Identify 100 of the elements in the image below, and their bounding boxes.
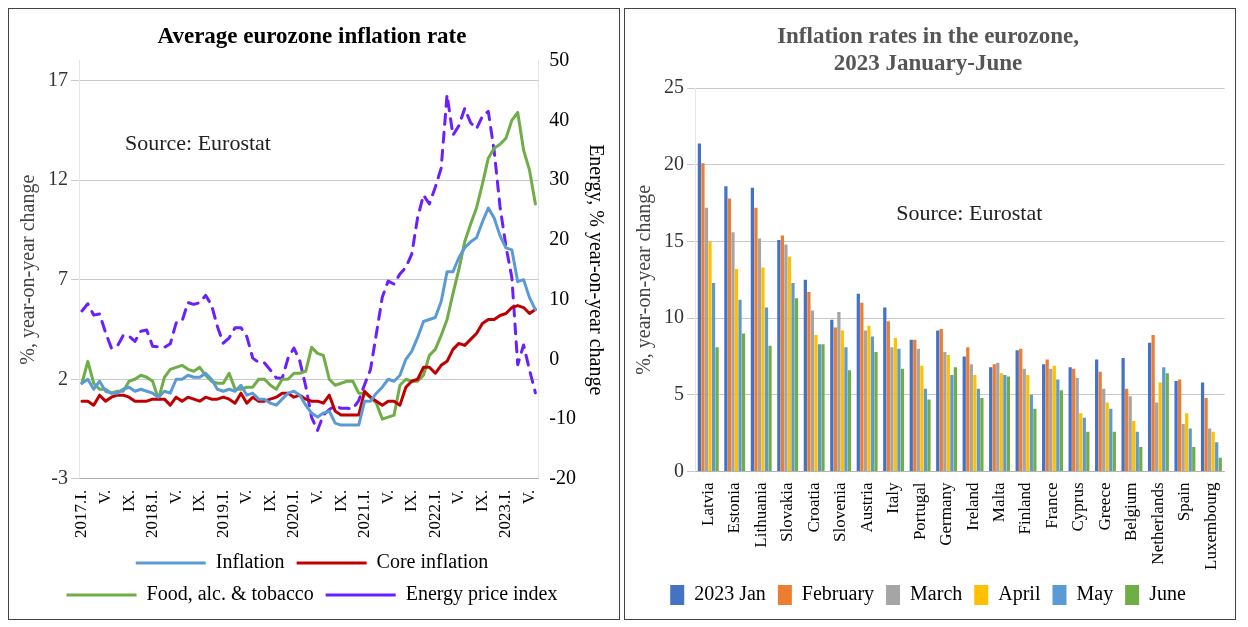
bar <box>810 310 815 471</box>
bar <box>1188 428 1192 471</box>
x-tick-label: Lithuania <box>750 482 770 548</box>
x-tick-label: Croatia <box>803 482 823 533</box>
bar <box>1178 379 1182 471</box>
annotation: Source: Eurostat <box>124 130 271 156</box>
x-tick-label: V. <box>518 489 538 505</box>
x-tick-label: IX. <box>259 489 279 513</box>
y2-tick-label: 50 <box>549 47 570 70</box>
annotation: Source: Eurostat <box>896 200 1043 226</box>
chart-title: Inflation rates in the eurozone, 2023 January-June <box>777 22 1079 76</box>
bar <box>1218 457 1222 471</box>
y2-tick-label: -10 <box>549 406 577 429</box>
x-tick-label: Malta <box>989 482 1009 523</box>
bar <box>953 367 958 471</box>
bar <box>837 312 841 471</box>
bar <box>807 292 811 471</box>
bar <box>976 388 980 471</box>
bar <box>900 368 905 471</box>
x-tick-label: IX. <box>471 489 491 513</box>
bar <box>1079 413 1083 471</box>
bar <box>768 345 772 471</box>
bar <box>1059 390 1063 471</box>
bar <box>1151 335 1155 471</box>
y-axis-title: %, year-on-year change <box>16 174 40 365</box>
bar <box>727 198 732 471</box>
legend-label: Core inflation <box>376 550 489 573</box>
bar <box>1165 373 1169 471</box>
bar <box>844 347 848 471</box>
y-tick-label: 15 <box>664 228 684 251</box>
bar <box>980 397 984 471</box>
bar <box>1033 408 1037 471</box>
bar <box>840 330 845 471</box>
bar <box>1204 397 1208 471</box>
x-tick-label: Finland <box>1015 482 1035 535</box>
y-tick-label: 5 <box>674 382 684 405</box>
bar <box>704 207 709 471</box>
bar <box>780 235 785 471</box>
x-tick-label: Netherlands <box>1147 482 1167 565</box>
y2-tick-label: 20 <box>549 227 570 250</box>
y2-tick-label: 40 <box>549 107 570 130</box>
bar <box>711 282 716 471</box>
x-tick-label: 2022.I. <box>424 489 444 539</box>
bar <box>1072 368 1076 471</box>
bar <box>821 344 825 471</box>
y2-tick-label: -20 <box>549 466 577 489</box>
bar <box>1200 382 1205 471</box>
bar <box>863 330 867 471</box>
bar <box>1181 423 1185 471</box>
legend-label: May <box>1076 582 1114 606</box>
bar <box>909 339 913 471</box>
bar <box>817 344 822 471</box>
x-tick-label: Slovakia <box>777 482 797 542</box>
x-tick-label: 2018.I. <box>142 489 162 539</box>
bar <box>1158 382 1162 471</box>
y-tick-label: 12 <box>48 167 68 190</box>
x-tick-label: Latvia <box>697 482 717 526</box>
bar <box>927 399 931 471</box>
bar <box>1215 442 1219 471</box>
bar <box>1174 381 1178 471</box>
bar <box>1135 431 1139 471</box>
x-tick-label: Greece <box>1094 482 1114 531</box>
bar <box>791 282 795 471</box>
bar <box>724 186 728 471</box>
legend-label: Energy price index <box>405 582 558 606</box>
bar <box>708 241 712 471</box>
bar <box>962 356 966 471</box>
bar <box>761 267 765 471</box>
legend-label: Inflation <box>215 550 285 573</box>
bar <box>1109 408 1113 471</box>
bar <box>794 298 799 471</box>
bar <box>893 338 898 471</box>
bar <box>1026 374 1030 471</box>
bar <box>1086 431 1090 471</box>
bar <box>715 347 719 471</box>
chart-title: Average eurozone inflation rate <box>157 22 467 48</box>
bar <box>923 388 928 471</box>
bar <box>734 269 739 471</box>
bar <box>867 325 871 471</box>
bar <box>996 362 1000 471</box>
bar <box>1068 367 1072 471</box>
bar <box>950 374 954 471</box>
bar <box>847 370 852 471</box>
bar <box>1139 446 1143 471</box>
x-tick-label: Germany <box>936 482 956 546</box>
bar <box>860 302 864 471</box>
x-tick-label: Austria <box>856 482 876 533</box>
x-tick-label: V. <box>377 489 397 505</box>
bar <box>697 143 702 471</box>
bar <box>916 348 920 471</box>
bar <box>833 327 837 471</box>
bar <box>750 187 754 471</box>
bar <box>1162 367 1166 471</box>
bar <box>897 348 901 471</box>
bar <box>886 321 890 471</box>
bar <box>830 319 834 471</box>
bar <box>966 347 970 471</box>
x-tick-label: Cyprus <box>1068 482 1088 532</box>
x-tick-label: 2023.I. <box>495 489 515 539</box>
x-tick-label: Slovenia <box>830 482 850 542</box>
